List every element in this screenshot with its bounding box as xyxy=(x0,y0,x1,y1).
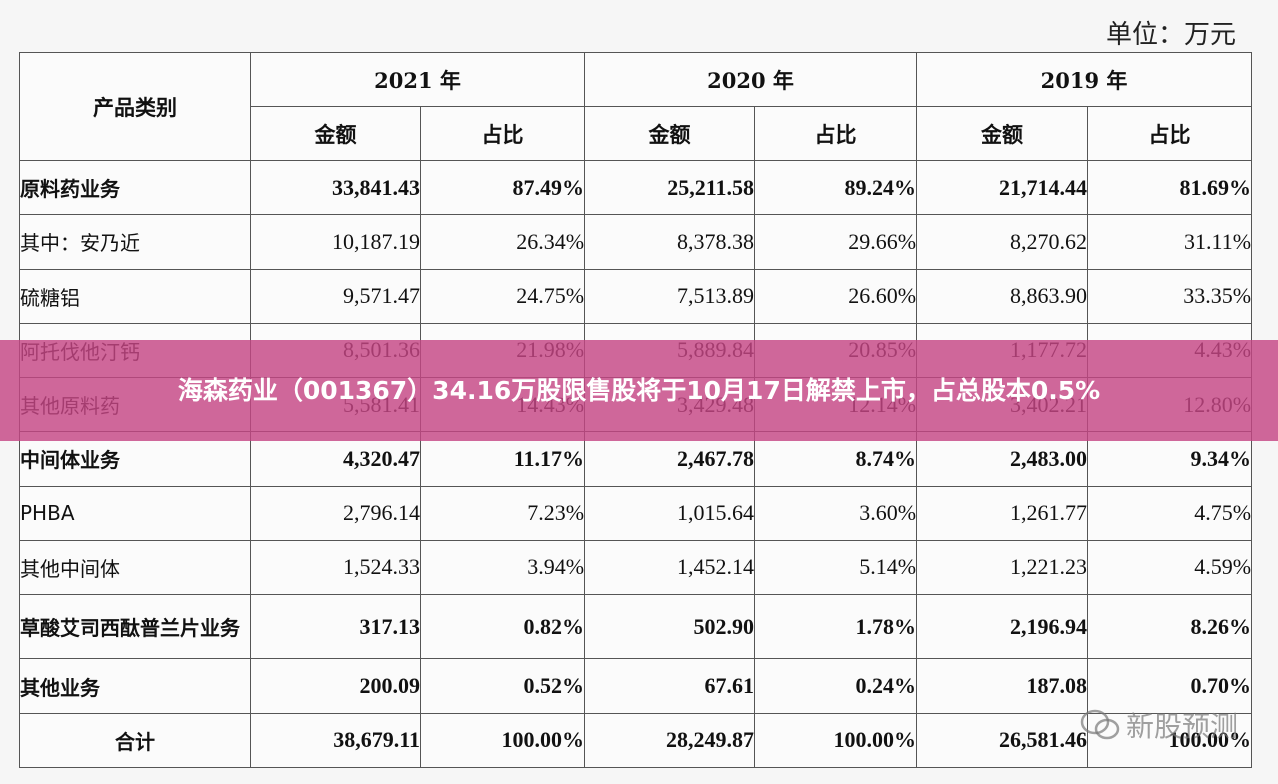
ratio-cell: 3.60% xyxy=(754,485,918,541)
amount-header: 金额 xyxy=(250,106,421,161)
ratio-cell: 4.59% xyxy=(1087,539,1253,596)
category-cell: 草酸艾司西酞普兰片业务 xyxy=(19,594,251,660)
category-cell: 硫糖铝 xyxy=(19,268,251,324)
watermark-text: 新股预测 xyxy=(1125,710,1238,743)
amount-cell: 187.08 xyxy=(916,658,1089,714)
amount-cell: 8,863.90 xyxy=(916,268,1089,324)
ratio-cell: 26.34% xyxy=(419,214,586,270)
category-header: 产品类别 xyxy=(19,52,251,161)
amount-cell: 2,796.14 xyxy=(250,485,421,541)
amount-cell: 502.90 xyxy=(584,594,756,660)
category-cell: 合计 xyxy=(19,712,251,769)
category-cell: 其中：安乃近 xyxy=(19,214,251,270)
amount-header: 金额 xyxy=(916,106,1089,161)
amount-header: 金额 xyxy=(584,106,756,161)
table-row: PHBA 2,796.14 7.23% 1,015.64 3.60% 1,261.77 4.… xyxy=(19,485,1253,541)
wechat-icon xyxy=(1080,709,1120,740)
table-row: 草酸艾司西酞普兰片业务 317.13 0.82% 502.90 1.78% 2,196.9… xyxy=(19,594,1253,660)
amount-cell: 1,015.64 xyxy=(584,485,756,541)
amount-cell: 2,196.94 xyxy=(916,594,1089,660)
category-cell: 其他中间体 xyxy=(19,539,251,596)
amount-cell: 9,571.47 xyxy=(250,268,421,324)
ratio-cell: 0.52% xyxy=(419,658,586,714)
ratio-cell: 0.70% xyxy=(1087,658,1253,714)
amount-cell: 38,679.11 xyxy=(250,712,421,769)
ratio-cell: 81.69% xyxy=(1087,159,1253,216)
ratio-cell: 3.94% xyxy=(419,539,586,596)
ratio-cell: 87.49% xyxy=(419,159,586,216)
ratio-cell: 5.14% xyxy=(754,539,918,596)
ratio-cell: 1.78% xyxy=(754,594,918,660)
ratio-cell: 0.82% xyxy=(419,594,586,660)
amount-cell: 1,452.14 xyxy=(584,539,756,596)
amount-cell: 7,513.89 xyxy=(584,268,756,324)
ratio-cell: 29.66% xyxy=(754,214,918,270)
amount-cell: 26,581.46 xyxy=(916,712,1089,769)
ratio-cell: 0.24% xyxy=(754,658,918,714)
ratio-cell: 4.75% xyxy=(1087,485,1253,541)
amount-cell: 8,270.62 xyxy=(916,214,1089,270)
ratio-cell: 24.75% xyxy=(419,268,586,324)
year-header-2021: 2021 年 xyxy=(249,52,586,107)
amount-cell: 67.61 xyxy=(584,658,756,714)
table-row: 其中：安乃近 10,187.19 26.34% 8,378.38 29.66% 8,270… xyxy=(19,214,1253,270)
ratio-header: 占比 xyxy=(419,106,586,161)
year-header-2020: 2020 年 xyxy=(584,52,918,107)
ratio-cell: 8.26% xyxy=(1087,594,1253,660)
amount-cell: 1,524.33 xyxy=(250,539,421,596)
year-header-2019: 2019 年 xyxy=(916,52,1253,107)
unit-label: 单位：万元 xyxy=(1105,20,1236,50)
amount-cell: 317.13 xyxy=(250,594,421,660)
amount-cell: 33,841.43 xyxy=(250,159,421,216)
ratio-cell: 89.24% xyxy=(754,159,918,216)
ratio-header: 占比 xyxy=(1087,106,1253,161)
table-row: 硫糖铝 9,571.47 24.75% 7,513.89 26.60% 8,863.90 3… xyxy=(19,268,1253,324)
category-cell: 其他业务 xyxy=(19,658,251,714)
amount-cell: 1,261.77 xyxy=(916,485,1089,541)
amount-cell: 28,249.87 xyxy=(584,712,756,769)
ratio-cell: 33.35% xyxy=(1087,268,1253,324)
ratio-cell: 100.00% xyxy=(419,712,586,769)
ratio-header: 占比 xyxy=(754,106,918,161)
amount-cell: 21,714.44 xyxy=(916,159,1089,216)
amount-cell: 10,187.19 xyxy=(250,214,421,270)
headline-banner: 海森药业（001367）34.16万股限售股将于10月17日解禁上市，占总股本0… xyxy=(0,340,1278,441)
amount-cell: 8,378.38 xyxy=(584,214,756,270)
ratio-cell: 7.23% xyxy=(419,485,586,541)
table-row: 原料药业务 33,841.43 87.49% 25,211.58 89.24% 21,71… xyxy=(19,159,1253,216)
watermark: 新股预测 xyxy=(1080,705,1238,745)
table-row: 其他中间体 1,524.33 3.94% 1,452.14 5.14% 1,221.23 4… xyxy=(19,539,1253,596)
category-cell: 原料药业务 xyxy=(19,159,251,216)
ratio-cell: 31.11% xyxy=(1087,214,1253,270)
ratio-cell: 26.60% xyxy=(754,268,918,324)
amount-cell: 1,221.23 xyxy=(916,539,1089,596)
table-row: 其他业务 200.09 0.52% 67.61 0.24% 187.08 0.70% xyxy=(19,658,1253,714)
category-cell: PHBA xyxy=(19,485,251,541)
amount-cell: 200.09 xyxy=(250,658,421,714)
amount-cell: 25,211.58 xyxy=(584,159,756,216)
table-row: 合计 38,679.11 100.00% 28,249.87 100.00% 26,581… xyxy=(19,712,1253,769)
ratio-cell: 100.00% xyxy=(754,712,918,769)
headline-text: 海森药业（001367）34.16万股限售股将于10月17日解禁上市，占总股本0… xyxy=(177,375,1101,405)
